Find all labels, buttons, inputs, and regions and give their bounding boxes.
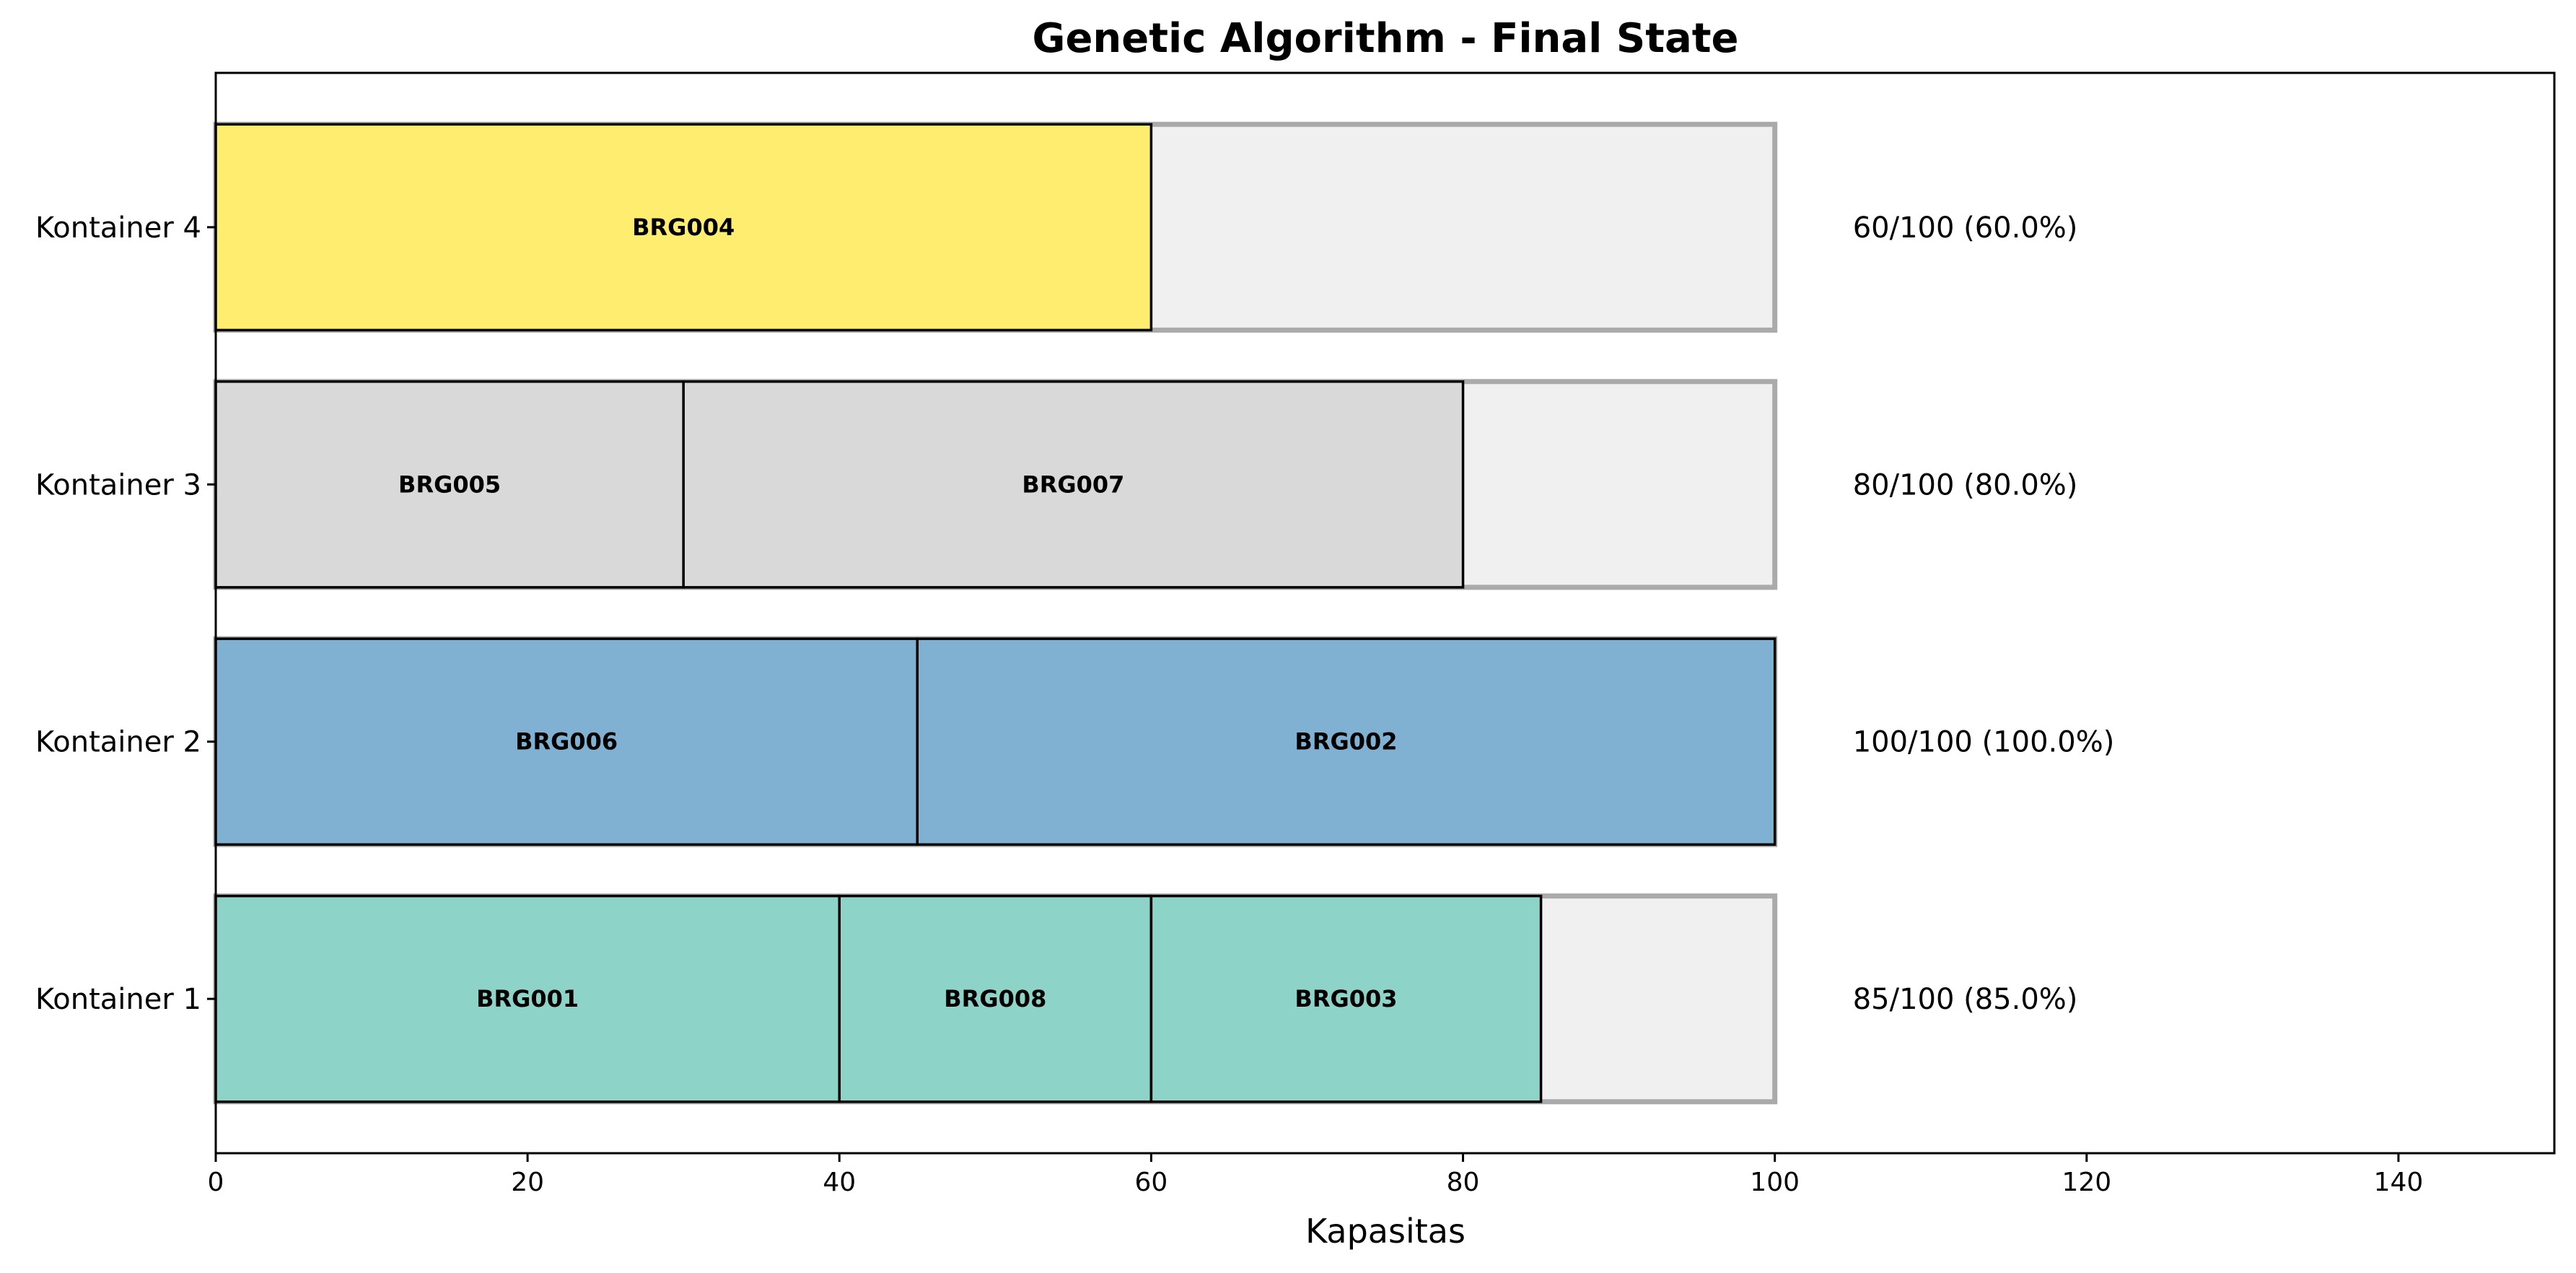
container-label: Kontainer 4 [35, 211, 201, 245]
item-segment [214, 894, 841, 1103]
x-tick-label: 40 [823, 1168, 856, 1197]
item-label: BRG002 [1294, 728, 1397, 756]
container-label: Kontainer 1 [35, 983, 201, 1016]
x-tick-label: 20 [511, 1168, 544, 1197]
item-label: BRG004 [632, 214, 735, 241]
plot-frame [214, 71, 2556, 1155]
usage-label: 100/100 (100.0%) [1853, 726, 2115, 759]
y-axis-labels: Kontainer 1 Kontainer 2 Kontainer 3 Kontain… [35, 211, 216, 1016]
usage-label: 80/100 (80.0%) [1853, 468, 2078, 502]
capacity-labels: 85/100 (85.0%) 100/100 (100.0%) 80/100 (80… [1853, 211, 2115, 1016]
item-label: BRG008 [944, 985, 1046, 1012]
item-segment [214, 637, 919, 847]
container-label: Kontainer 3 [35, 468, 201, 502]
x-axis-ticks: 0 20 40 60 80 100 120 140 [208, 1153, 2424, 1197]
bars-layer: BRG001 BRG008 BRG003 BRG006 BRG002 BRG005 BRG0… [213, 121, 1778, 1105]
usage-label: 85/100 (85.0%) [1853, 983, 2078, 1016]
item-label: BRG006 [515, 728, 618, 756]
item-segment [916, 637, 1777, 847]
item-label: BRG005 [398, 471, 501, 498]
x-tick-label: 140 [2374, 1168, 2424, 1197]
x-axis-label: Kapasitas [1305, 1212, 1466, 1251]
item-label: BRG007 [1022, 471, 1124, 498]
x-tick-label: 60 [1134, 1168, 1167, 1197]
item-label: BRG003 [1294, 985, 1397, 1012]
chart-title: Genetic Algorithm - Final State [1032, 15, 1738, 62]
item-label: BRG001 [476, 985, 579, 1012]
container-label: Kontainer 2 [35, 726, 201, 759]
x-tick-label: 120 [2062, 1168, 2111, 1197]
x-tick-label: 80 [1447, 1168, 1480, 1197]
item-segment [1149, 894, 1543, 1103]
item-segment [214, 123, 1153, 332]
x-tick-label: 0 [208, 1168, 224, 1197]
item-segment [838, 894, 1153, 1103]
x-tick-label: 100 [1750, 1168, 1800, 1197]
usage-label: 60/100 (60.0%) [1853, 211, 2078, 245]
item-segment [682, 380, 1465, 589]
